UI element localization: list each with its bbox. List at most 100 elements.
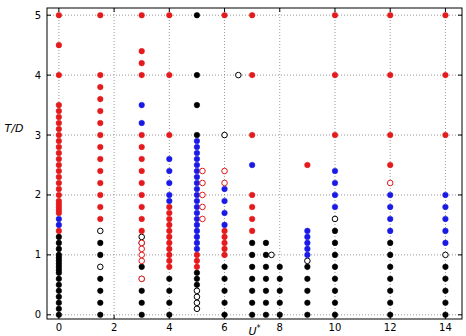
y-tick [458, 75, 462, 76]
point [387, 276, 393, 282]
point [56, 174, 62, 180]
point [332, 132, 338, 138]
x-tick [224, 8, 225, 12]
y-tick [47, 135, 51, 136]
point [167, 210, 173, 216]
point [332, 240, 338, 246]
x-tick [279, 8, 280, 12]
point [56, 282, 62, 288]
point [200, 204, 206, 210]
point [332, 168, 338, 174]
point [222, 180, 228, 186]
point [305, 234, 311, 240]
point [443, 192, 449, 198]
point [56, 168, 62, 174]
point [56, 180, 62, 186]
point [56, 234, 62, 240]
point [167, 228, 173, 234]
point [194, 162, 200, 168]
point [387, 132, 393, 138]
point [332, 180, 338, 186]
point [97, 120, 103, 126]
point [263, 312, 269, 318]
point [167, 12, 173, 18]
point [139, 276, 145, 282]
point [97, 288, 103, 294]
point [97, 228, 103, 234]
point [222, 252, 228, 258]
point [305, 240, 311, 246]
point [332, 12, 338, 18]
point [305, 300, 311, 306]
point [139, 240, 145, 246]
point [387, 264, 393, 270]
point [222, 222, 228, 228]
point [139, 276, 145, 282]
point [443, 72, 449, 78]
point [97, 252, 103, 258]
chart: 02468101214012345U*T/D [0, 0, 466, 336]
point [222, 186, 228, 192]
point [194, 168, 200, 174]
point [97, 12, 103, 18]
point [167, 258, 173, 264]
point [194, 222, 200, 228]
point [305, 264, 311, 270]
point [332, 300, 338, 306]
point [387, 12, 393, 18]
point [139, 246, 145, 252]
point [194, 228, 200, 234]
point [443, 12, 449, 18]
y-axis-label: T/D [5, 122, 24, 135]
point [263, 276, 269, 282]
point [97, 312, 103, 318]
y-tick [458, 15, 462, 16]
point [194, 144, 200, 150]
x-tick [279, 315, 280, 319]
point [305, 288, 311, 294]
x-tick [114, 315, 115, 319]
point [222, 264, 228, 270]
point [387, 228, 393, 234]
point [56, 306, 62, 312]
x-tick-label: 8 [277, 322, 283, 333]
point [97, 168, 103, 174]
point [387, 162, 393, 168]
point [249, 72, 255, 78]
point [139, 48, 145, 54]
point [139, 204, 145, 210]
x-grid-line [224, 8, 225, 319]
y-tick [47, 15, 51, 16]
point [194, 234, 200, 240]
point [249, 288, 255, 294]
point [443, 264, 449, 270]
point [249, 300, 255, 306]
point [167, 216, 173, 222]
point [305, 246, 311, 252]
point [97, 72, 103, 78]
point [387, 204, 393, 210]
point [167, 198, 173, 204]
point [194, 156, 200, 162]
x-tick [58, 8, 59, 12]
point [139, 228, 145, 234]
x-tick [169, 315, 170, 319]
point [194, 294, 200, 300]
point [249, 240, 255, 246]
point [167, 192, 173, 198]
y-tick [458, 254, 462, 255]
point [222, 12, 228, 18]
point [56, 228, 62, 234]
point [56, 240, 62, 246]
point [443, 252, 449, 258]
point [263, 288, 269, 294]
point [139, 234, 145, 240]
point [269, 252, 275, 258]
point [194, 192, 200, 198]
point [56, 126, 62, 132]
point [167, 246, 173, 252]
point [387, 192, 393, 198]
point [249, 216, 255, 222]
point [139, 252, 145, 258]
point [139, 258, 145, 264]
